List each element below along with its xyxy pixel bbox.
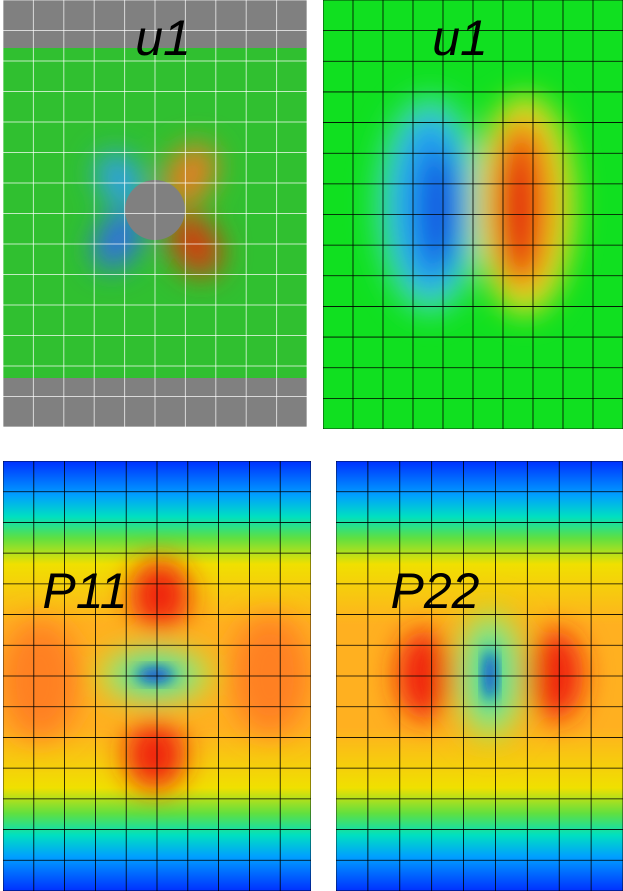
mesh-grid: [336, 461, 623, 891]
mesh-grid: [3, 0, 307, 427]
panel-u1-mesh: [3, 0, 307, 427]
panel-label: u1: [432, 10, 488, 66]
mesh-grid: [323, 0, 623, 429]
panel-p22: [336, 461, 623, 891]
panel-u1-coarse: [323, 0, 623, 429]
panel-label: u1: [135, 10, 191, 66]
panel-p11: [3, 461, 311, 891]
panel-label: P22: [391, 563, 480, 619]
mesh-grid: [3, 461, 311, 891]
panel-label: P11: [42, 563, 127, 619]
